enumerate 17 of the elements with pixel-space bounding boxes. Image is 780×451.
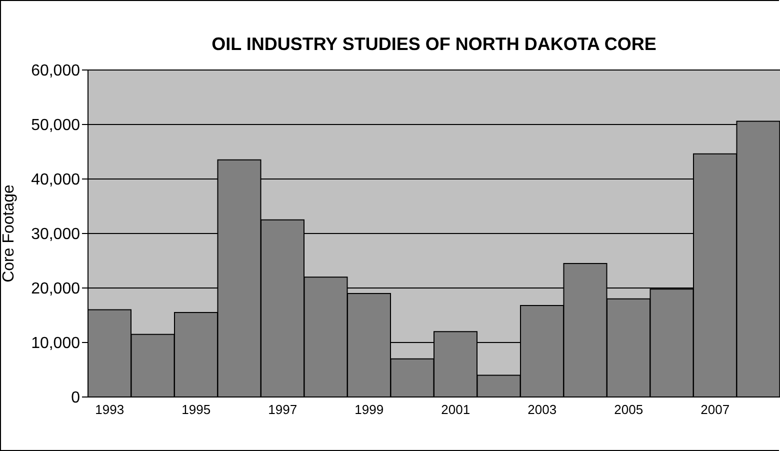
y-tick-label: 10,000 (31, 335, 80, 352)
y-tick-label: 0 (71, 390, 80, 407)
y-tick-label: 40,000 (31, 172, 80, 189)
y-tick-label: 20,000 (31, 280, 80, 298)
x-tick-label: 2001 (441, 402, 470, 418)
x-tick-label: 1997 (268, 402, 298, 418)
x-tick-label: 1995 (182, 402, 211, 418)
x-tick-label: 1993 (95, 402, 124, 418)
x-tick-label: 2003 (528, 402, 557, 418)
chart-title: OIL INDUSTRY STUDIES OF NORTH DAKOTA CORE (210, 34, 658, 55)
x-tick-label: 2007 (700, 402, 730, 418)
x-tick-label: 1999 (354, 402, 384, 418)
y-tick-label: 60,000 (31, 62, 80, 80)
y-tick-label: 50,000 (31, 117, 80, 134)
y-axis-title: Core Footage (0, 184, 18, 282)
y-tick-label: 30,000 (31, 226, 80, 244)
x-tick-label: 2005 (614, 402, 644, 418)
